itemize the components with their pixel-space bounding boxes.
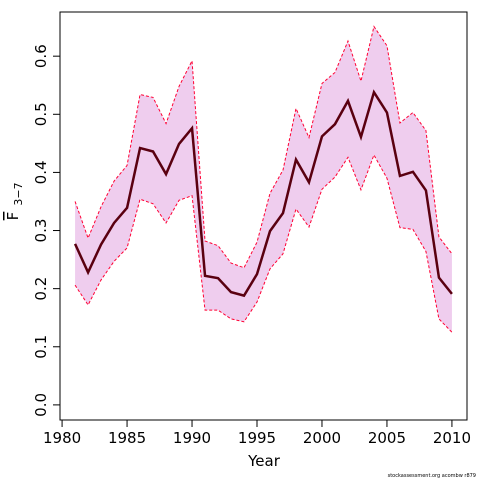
y-tick-label: 0.2 [32, 277, 50, 301]
x-tick-label: 1985 [108, 429, 146, 447]
x-tick-label: 1995 [238, 429, 276, 447]
confidence-band [75, 26, 452, 333]
y-axis-label: F 3−7 [4, 182, 25, 220]
y-label-subscript: 3−7 [12, 182, 25, 205]
x-axis-label: Year [247, 452, 281, 470]
footnote: stockassessment.org acombw r879 [388, 473, 476, 479]
x-tick-label: 2000 [303, 429, 341, 447]
estimate-line [73, 89, 453, 298]
lower-bound [74, 153, 453, 333]
y-tick-label: 0.5 [32, 102, 50, 126]
x-tick-label: 1980 [43, 429, 81, 447]
y-tick-label: 0.6 [32, 44, 50, 68]
x-tick-label: 2005 [368, 429, 406, 447]
y-tick-label: 0.3 [32, 219, 50, 243]
upper-bound [74, 25, 453, 269]
y-tick-label: 0.1 [32, 335, 50, 359]
y-label-main: F [4, 212, 22, 221]
plot-box [59, 11, 468, 421]
x-tick-label: 1990 [173, 429, 211, 447]
y-tick-label: 0.4 [32, 160, 50, 184]
y-tick-label: 0.0 [32, 393, 50, 417]
x-tick-label: 2010 [433, 429, 471, 447]
